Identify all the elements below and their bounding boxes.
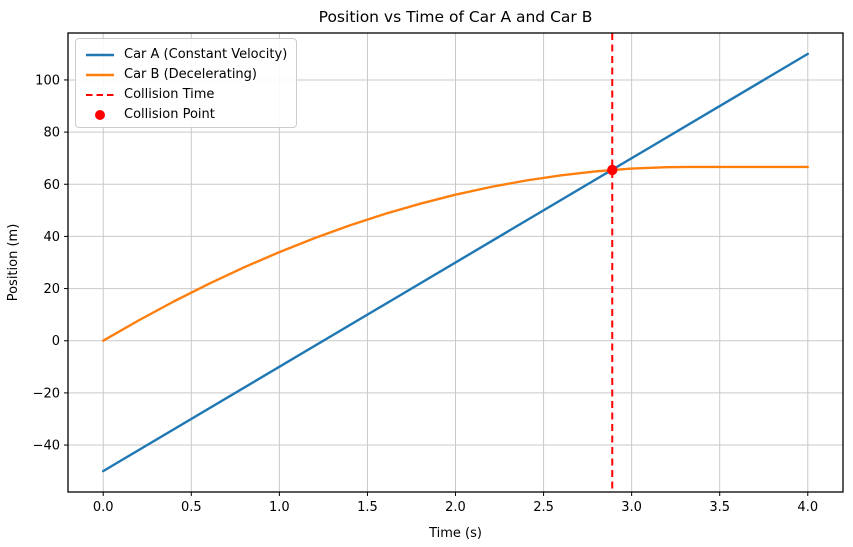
legend-label-collision-time: Collision Time (124, 87, 215, 102)
y-tick-label: 80 (43, 126, 60, 141)
gridlines (68, 33, 843, 492)
x-tick-label: 1.5 (357, 500, 378, 515)
legend-label-car-a: Car A (Constant Velocity) (124, 47, 288, 62)
y-tick-label: −20 (33, 386, 60, 401)
chart-title: Position vs Time of Car A and Car B (319, 8, 593, 26)
legend-item-collision-time: Collision Time (85, 85, 286, 105)
y-tick-label: 40 (43, 230, 60, 245)
car-a-line-icon (86, 53, 114, 57)
x-tick-label: 3.5 (709, 500, 730, 515)
x-tick-label: 3.0 (621, 500, 642, 515)
series-line-car-a (101, 52, 809, 473)
x-tick-label: 2.5 (533, 500, 554, 515)
y-tick-label: −40 (33, 439, 60, 454)
legend-item-car-a: Car A (Constant Velocity) (85, 45, 288, 65)
x-tick-label: 1.0 (269, 500, 290, 515)
x-axis-label: Time (s) (428, 526, 482, 541)
series-lines (101, 52, 809, 473)
series-line-car-b (101, 165, 809, 342)
legend: Car A (Constant Velocity) Car B (Deceler… (75, 38, 297, 128)
collision-time-dashed-line-icon (86, 94, 114, 96)
x-tick-label: 0.5 (181, 500, 202, 515)
legend-item-car-b: Car B (Decelerating) (85, 65, 286, 85)
x-tick-label: 4.0 (797, 500, 818, 515)
annotations (607, 33, 618, 492)
collision-point-dot-icon (95, 110, 105, 120)
y-tick-label: 20 (43, 282, 60, 297)
collision-point-marker (607, 164, 618, 176)
legend-label-car-b: Car B (Decelerating) (124, 67, 257, 82)
y-tick-label: 60 (43, 178, 60, 193)
axes-spines-ticks: 0.0 0.5 1.0 1.5 2.0 2.5 3.0 3.5 4.0 −40 −20 0 20 40 60… (33, 32, 844, 515)
car-b-line-icon (86, 73, 114, 77)
plot-border (67, 32, 844, 493)
y-axis-label: Position (m) (6, 224, 21, 302)
x-tick-label: 0.0 (93, 500, 114, 515)
y-tick-label: 100 (35, 73, 60, 88)
legend-label-collision-point: Collision Point (124, 107, 215, 122)
x-tick-label: 2.0 (445, 500, 466, 515)
legend-item-collision-point: Collision Point (85, 105, 286, 125)
y-tick-label: 0 (52, 334, 60, 349)
